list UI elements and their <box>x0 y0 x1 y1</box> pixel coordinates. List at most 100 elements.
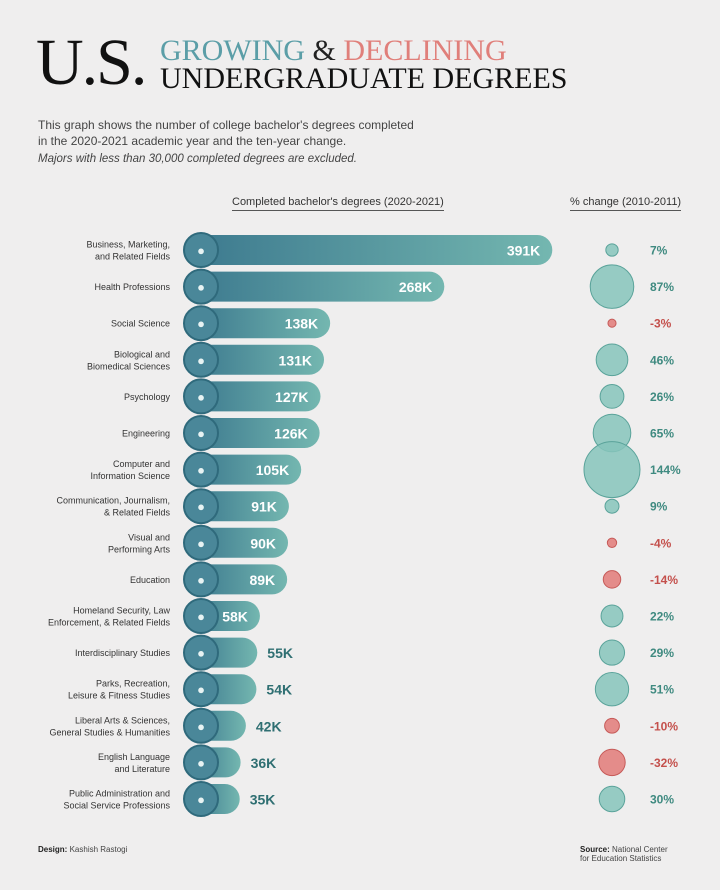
bar-row: Psychology ● 127K 26% <box>124 378 674 415</box>
category-label: Social Science <box>111 319 170 329</box>
value-label: 58K <box>222 609 248 625</box>
value-label: 90K <box>250 535 276 551</box>
handshake-icon: ● <box>197 243 205 258</box>
bar-row: Social Science ● 138K -3% <box>111 305 672 342</box>
bar-row: English Language and Literature ● 36K -32% <box>98 744 678 781</box>
title-growing: GROWING <box>160 34 305 67</box>
category-label: Enforcement, & Related Fields <box>48 618 171 628</box>
change-bubble <box>602 570 622 589</box>
category-label: and Literature <box>114 764 170 774</box>
handcuffs-icon: ● <box>197 609 205 624</box>
change-label: 30% <box>650 793 674 807</box>
bar-row: Communication, Journalism, & Related Fiel… <box>56 488 668 525</box>
category-label: Interdisciplinary Studies <box>75 648 171 658</box>
category-icon-bg <box>183 268 219 305</box>
value-label: 36K <box>251 755 277 771</box>
category-label: Homeland Security, Law <box>73 606 170 616</box>
bar <box>195 418 320 448</box>
bar <box>195 454 302 485</box>
change-bubble <box>599 384 625 409</box>
bar-row: Visual and Performing Arts ● 90K -4% <box>108 524 672 561</box>
value-label: 126K <box>274 426 307 442</box>
category-icon-bg <box>183 598 219 634</box>
category-label: English Language <box>98 752 170 762</box>
category-icon-bg <box>183 634 219 671</box>
change-bubble <box>604 717 620 734</box>
bar-column-header: Completed bachelor's degrees (2020-2021) <box>232 196 444 211</box>
category-label: General Studies & Humanities <box>49 727 170 737</box>
description-line2: in the 2020-2021 academic year and the t… <box>38 134 347 148</box>
category-icon-bg <box>183 524 219 561</box>
category-icon-bg <box>183 744 219 781</box>
head-icon: ● <box>197 389 205 404</box>
category-label: Biological and <box>114 349 170 359</box>
category-icon-bg <box>183 305 219 342</box>
people-icon: ● <box>197 499 205 514</box>
change-bubble <box>598 748 626 777</box>
value-label: 35K <box>250 792 276 808</box>
bar <box>195 381 321 412</box>
category-label: Biomedical Sciences <box>87 361 171 371</box>
change-column-header: % change (2010-2011) <box>570 196 682 211</box>
category-icon-bg <box>183 415 219 451</box>
description-line1: This graph shows the number of college b… <box>38 118 414 132</box>
category-label: Leisure & Fitness Studies <box>68 691 171 701</box>
category-label: Health Professions <box>94 282 170 292</box>
value-label: 127K <box>275 389 308 405</box>
bar-row: Engineering ● 126K 65% <box>122 413 674 453</box>
category-label: Business, Marketing, <box>86 240 170 250</box>
change-label: 87% <box>650 280 674 294</box>
theater-masks-icon: ● <box>197 536 205 551</box>
change-bubble <box>583 441 641 499</box>
category-label: Education <box>130 575 170 585</box>
description-note: Majors with less than 30,000 completed d… <box>38 153 357 165</box>
change-bubble <box>604 498 620 514</box>
change-label: 9% <box>650 500 668 514</box>
category-label: Parks, Recreation, <box>96 679 170 689</box>
bar <box>195 308 331 339</box>
bar-row: Public Administration and Social Service … <box>63 781 674 817</box>
bar-row: Parks, Recreation, Leisure & Fitness Stud… <box>68 671 674 708</box>
dumbbell-icon: ● <box>197 682 205 697</box>
bar-row: Business, Marketing, and Related Fields ● 3… <box>86 232 668 268</box>
bar <box>195 344 325 375</box>
bar <box>195 564 288 595</box>
category-icon-bg <box>183 451 219 488</box>
category-icon-bg <box>183 707 219 744</box>
change-label: 144% <box>650 463 681 477</box>
category-label: Engineering <box>122 429 170 439</box>
bar-row: Liberal Arts & Sciences, General Studies … <box>49 707 678 744</box>
footer-source: Source: National Center for Education Sta… <box>580 845 668 863</box>
bar <box>195 235 553 265</box>
globe-icon: ● <box>197 719 205 734</box>
change-label: 22% <box>650 610 674 624</box>
category-icon-bg <box>183 781 219 817</box>
chalkboard-icon: ● <box>197 572 205 587</box>
category-icon-bg <box>183 561 219 598</box>
change-bubble <box>589 264 635 309</box>
category-icon-bg <box>183 341 219 378</box>
value-label: 54K <box>266 682 292 698</box>
value-label: 89K <box>249 572 275 588</box>
change-bubble <box>594 672 630 707</box>
change-label: 51% <box>650 683 674 697</box>
change-bubble <box>595 343 629 377</box>
title-line2: UNDERGRADUATE DEGREES <box>160 62 568 95</box>
title-amp: & <box>312 34 336 67</box>
change-label: 29% <box>650 646 674 660</box>
change-bubble <box>605 243 619 257</box>
category-label: Public Administration and <box>69 789 170 799</box>
bar <box>195 527 289 558</box>
category-label: Liberal Arts & Sciences, <box>75 715 170 725</box>
document-icon: ● <box>197 755 205 770</box>
category-label: Performing Arts <box>108 544 171 554</box>
change-label: -10% <box>650 719 678 733</box>
category-label: Psychology <box>124 392 171 402</box>
value-label: 42K <box>256 718 282 734</box>
doctor-icon: ● <box>197 280 205 295</box>
change-bubble <box>598 785 626 813</box>
category-label: Social Service Professions <box>63 801 170 811</box>
category-icon-bg <box>183 671 219 708</box>
bar-row: Education ● 89K -14% <box>130 561 678 598</box>
